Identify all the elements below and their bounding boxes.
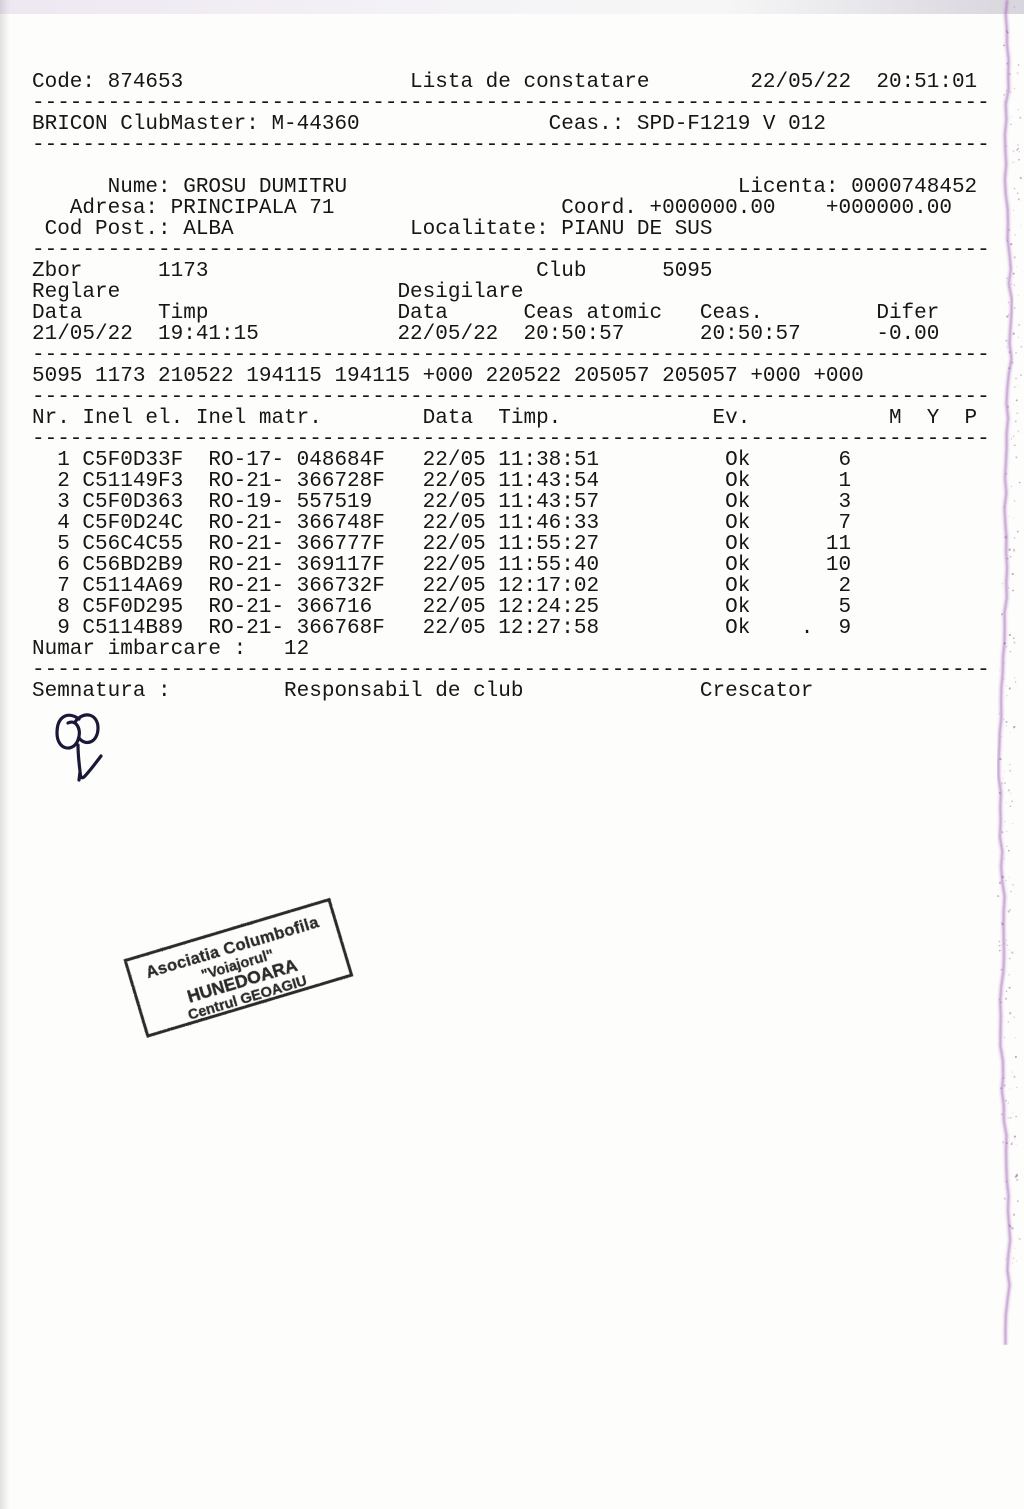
svg-text:"Voiajorul": "Voiajorul" bbox=[200, 947, 276, 984]
svg-text:Centrul GEOAGIU: Centrul GEOAGIU bbox=[186, 973, 309, 1024]
svg-text:Asociatia Columbofila: Asociatia Columbofila bbox=[144, 913, 322, 982]
svg-text:HUNEDOARA: HUNEDOARA bbox=[185, 955, 300, 1007]
